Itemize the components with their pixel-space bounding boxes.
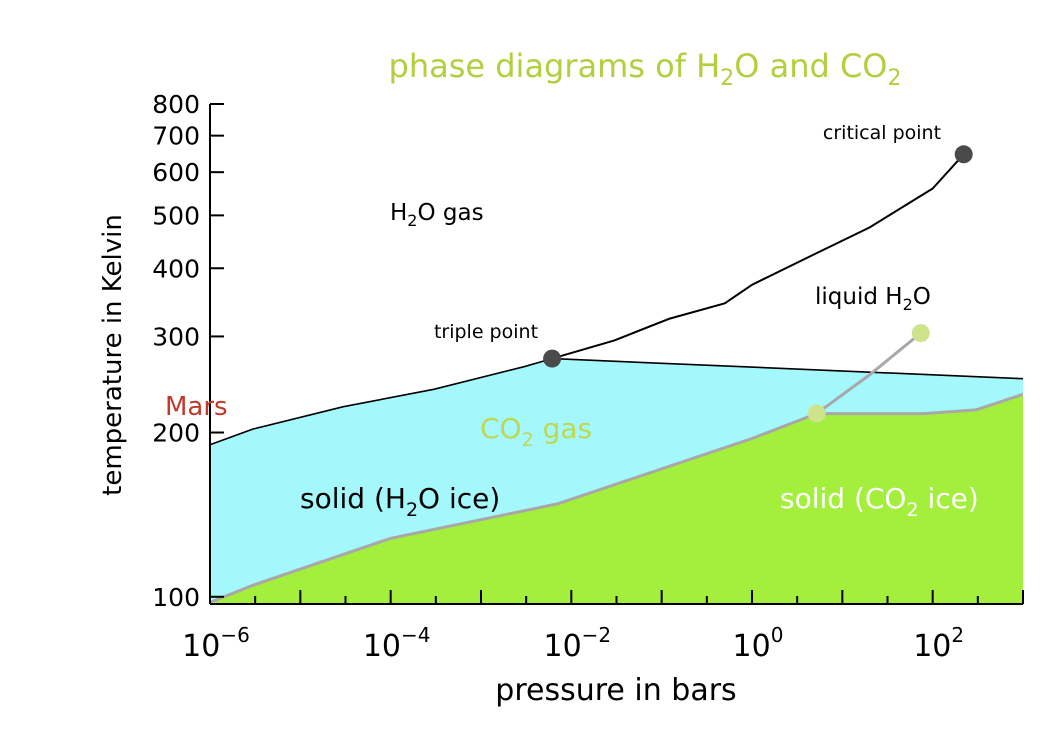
h2o-vaporization-line <box>551 153 965 360</box>
x-tick-labels: 10−6 10−4 10−2 100 102 <box>182 623 964 664</box>
co2-gas-label: CO2 gas <box>480 412 592 451</box>
critical-point-label: critical point <box>823 122 941 144</box>
y-tick-label: 500 <box>152 201 200 230</box>
co2-critical-point-marker <box>911 324 930 343</box>
mars-label: Mars <box>165 392 228 422</box>
co2-vaporization-line <box>815 331 922 415</box>
solid-co2-label: solid (CO2 ice) <box>780 482 979 521</box>
y-tick-label: 600 <box>152 158 200 187</box>
chart-title: phase diagrams of H2O and CO2 <box>389 47 902 91</box>
y-tick-label: 700 <box>152 122 200 151</box>
co2-triple-point-marker <box>807 404 826 423</box>
y-tick-label: 800 <box>152 90 200 119</box>
h2o-gas-label: H2O gas <box>390 200 484 230</box>
h2o-critical-point-marker <box>954 145 973 164</box>
solid-h2o-label: solid (H2O ice) <box>300 482 500 521</box>
co2-solid-region <box>210 394 1023 604</box>
x-tick-label: 102 <box>913 623 964 664</box>
triple-point-label: triple point <box>434 321 538 343</box>
y-tick-labels: 100 200 300 400 500 600 700 800 <box>152 90 200 612</box>
x-tick-label: 100 <box>733 623 784 664</box>
axis-ticks <box>210 103 1024 604</box>
x-tick-label: 10−6 <box>182 623 250 664</box>
co2-melting-line <box>816 392 1023 416</box>
y-tick-label: 300 <box>152 322 200 351</box>
co2-sublimation-line <box>210 412 818 604</box>
y-axis-label: temperature in Kelvin <box>98 214 128 496</box>
x-tick-label: 10−2 <box>543 623 611 664</box>
h2o-sublimation-line <box>210 357 553 446</box>
x-tick-label: 10−4 <box>363 623 431 664</box>
liquid-h2o-label: liquid H2O <box>815 284 931 314</box>
y-tick-label: 200 <box>152 419 200 448</box>
x-axis-label: pressure in bars <box>495 673 736 708</box>
y-tick-label: 100 <box>152 583 200 612</box>
h2o-melting-line <box>552 357 1023 380</box>
h2o-triple-point-marker <box>543 349 562 368</box>
y-tick-label: 400 <box>152 254 200 283</box>
